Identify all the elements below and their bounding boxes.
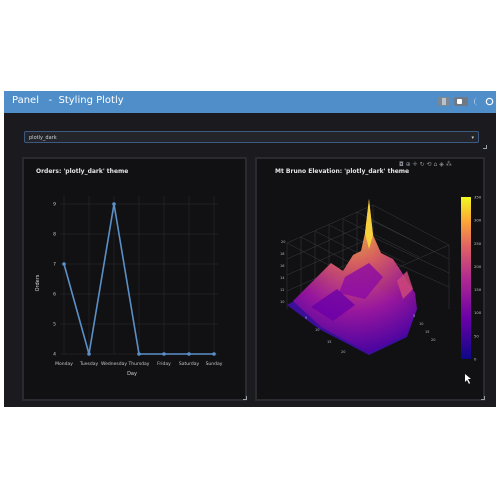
loading-spinner-icon: [485, 97, 494, 106]
theme-select-value: plotly_dark: [29, 135, 57, 141]
theme-select[interactable]: plotly_dark ▾: [24, 131, 479, 143]
elevation-chart-title: Mt Bruno Elevation: 'plotly_dark' theme: [275, 168, 410, 175]
colorbar-tick-label: 50: [474, 333, 479, 338]
app-header: Panel - Styling Plotly: [4, 91, 496, 113]
x-tick-label: Friday: [157, 361, 171, 367]
data-point: [212, 352, 216, 356]
svg-text:5: 5: [413, 314, 415, 318]
cursor-icon: [465, 374, 471, 384]
svg-text:16: 16: [280, 264, 284, 268]
template-toggle-button[interactable]: [438, 97, 450, 106]
colorbar-tick-label: 300: [474, 218, 482, 223]
x-tick-label: Monday: [55, 361, 73, 367]
data-point: [112, 202, 116, 206]
zoom-icon[interactable]: ⊕: [405, 161, 411, 168]
colorbar: [461, 197, 471, 359]
orders-chart-title: Orders: 'plotly_dark' theme: [36, 168, 129, 175]
colorbar-tick-label: 0: [474, 357, 477, 362]
svg-text:14: 14: [280, 276, 285, 280]
svg-text:20: 20: [281, 240, 285, 244]
y-tick-label: 8: [53, 232, 56, 238]
resize-handle[interactable]: [483, 145, 487, 149]
resize-handle[interactable]: [481, 396, 485, 400]
y-tick-label: 5: [53, 322, 56, 328]
svg-text:10: 10: [315, 328, 319, 332]
data-point: [87, 352, 91, 356]
colorbar-tick-label: 100: [474, 310, 482, 315]
colorbar-tick-label: 200: [474, 264, 482, 269]
pan-icon[interactable]: ✛: [412, 161, 418, 168]
svg-text:10: 10: [280, 300, 284, 304]
x-tick-label: Saturday: [179, 361, 200, 367]
x-tick-label: Sunday: [206, 361, 223, 367]
y-tick-label: 6: [53, 292, 56, 298]
svg-text:5: 5: [305, 316, 307, 320]
y-axis-label: Orders: [35, 274, 41, 291]
y-tick-label: 9: [53, 202, 56, 208]
svg-text:15: 15: [327, 340, 331, 344]
data-point: [62, 262, 66, 266]
svg-text:20: 20: [431, 338, 435, 342]
y-tick-label: 7: [53, 262, 56, 268]
orders-line-chart[interactable]: 4 5 6 7 8 9 Monday Tuesday Wednesday Thursday Fri…: [24, 159, 245, 399]
svg-text:18: 18: [280, 252, 284, 256]
plotly-logo-icon[interactable]: ⁂: [445, 161, 452, 168]
chevron-down-icon: ▾: [471, 135, 474, 141]
resize-handle[interactable]: [243, 396, 247, 400]
data-point: [162, 352, 166, 356]
svg-text:10: 10: [419, 322, 423, 326]
svg-text:15: 15: [425, 330, 429, 334]
dark-mode-icon[interactable]: [473, 97, 481, 106]
y-tick-label: 4: [53, 352, 56, 358]
theme-toggle-button[interactable]: [454, 97, 468, 106]
data-point: [187, 352, 191, 356]
home-icon[interactable]: ⌂: [433, 161, 438, 168]
orders-chart-card: Orders: 'plotly_dark' theme 4 5 6 7 8 9 Monda…: [22, 157, 247, 401]
x-tick-label: Thursday: [128, 361, 150, 367]
colorbar-tick-label: 350: [474, 195, 482, 200]
x-tick-label: Wednesday: [101, 361, 127, 367]
camera-icon[interactable]: ◘: [399, 161, 404, 168]
app-title: Panel - Styling Plotly: [12, 95, 124, 106]
turntable-icon[interactable]: ⟲: [426, 161, 432, 168]
x-axis-label: Day: [127, 371, 137, 377]
svg-text:20: 20: [341, 350, 345, 354]
x-tick-label: Tuesday: [79, 361, 99, 367]
data-point: [137, 352, 141, 356]
orbit-icon[interactable]: ↻: [419, 161, 425, 168]
elevation-chart-card: ◘ ⊕ ✛ ↻ ⟲ ⌂ ◈ ⁂ Mt Bruno Elevation: 'plo…: [255, 157, 485, 401]
colorbar-tick-label: 250: [474, 241, 482, 246]
colorbar-tick-label: 150: [474, 287, 482, 292]
app-window: Panel - Styling Plotly plotly_dark ▾ Ord…: [4, 91, 496, 407]
svg-text:12: 12: [280, 288, 284, 292]
hover-icon[interactable]: ◈: [439, 161, 444, 168]
